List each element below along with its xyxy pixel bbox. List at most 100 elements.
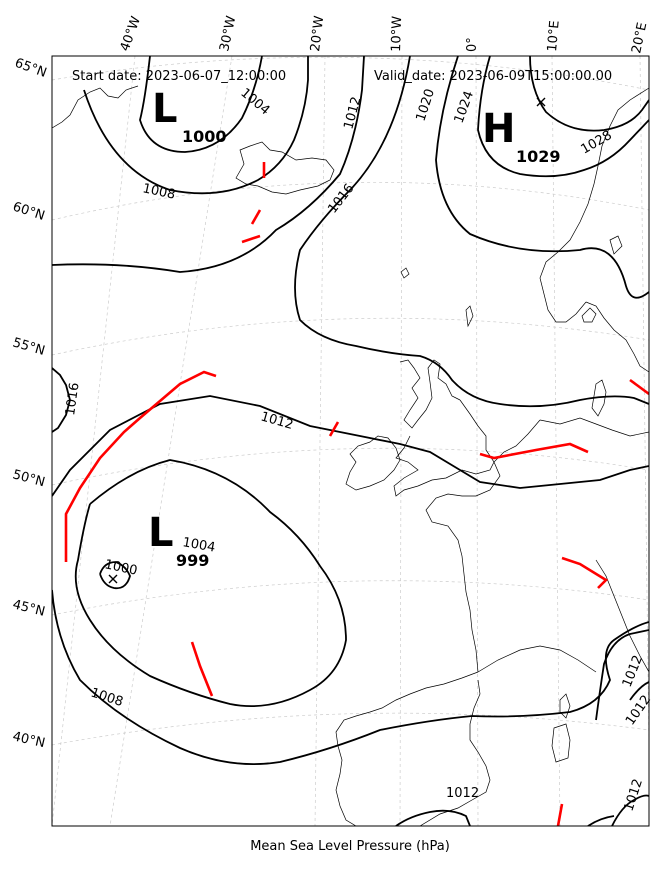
parallel-55n bbox=[52, 317, 649, 356]
lat-label-55n: 55°N bbox=[11, 335, 47, 358]
valid-date-label: Valid_date: 2023-06-09T15:00:00.00 bbox=[374, 69, 612, 84]
faroe bbox=[400, 267, 410, 279]
lon-label-20w: 20°W bbox=[308, 15, 327, 53]
lat-label-50n: 50°N bbox=[11, 467, 47, 490]
low-symbol-south: L bbox=[148, 510, 174, 556]
pressure-centers: L 1000 H 1029 L 999 bbox=[148, 86, 561, 570]
front-north-sea bbox=[479, 442, 589, 460]
iberia-coast bbox=[335, 671, 479, 826]
isobar-1012-se bbox=[629, 681, 649, 701]
meridian-20w bbox=[314, 56, 326, 826]
isobar-label: 1008 bbox=[89, 686, 125, 710]
isobar-1016-arc bbox=[294, 56, 649, 408]
england-coast bbox=[393, 399, 495, 497]
meridian-10w bbox=[399, 56, 403, 826]
parallel-45n bbox=[52, 580, 649, 616]
front-iceland-3 bbox=[241, 234, 261, 244]
isobars bbox=[52, 56, 649, 826]
med-coast bbox=[477, 645, 597, 673]
germany-coast bbox=[539, 417, 649, 437]
lon-label-40w: 40°W bbox=[118, 14, 144, 53]
meridian-20e bbox=[639, 56, 649, 776]
center-markers bbox=[108, 97, 546, 584]
fronts bbox=[64, 162, 649, 826]
isobar-label: 1000 bbox=[103, 557, 138, 579]
isobar-1012-mid bbox=[52, 395, 649, 497]
iberia-south bbox=[419, 679, 491, 826]
parallel-60n bbox=[52, 182, 649, 221]
isobar-label: 1012 bbox=[622, 777, 646, 813]
isobar-label: 1004 bbox=[181, 535, 216, 556]
isobar-labels: 1004 1008 1012 1016 1020 1024 1028 1000 … bbox=[63, 86, 654, 814]
isobar-1004-low bbox=[74, 459, 347, 707]
meridian-0 bbox=[475, 56, 479, 826]
greenland-coast bbox=[52, 85, 139, 129]
front-uk bbox=[328, 421, 340, 437]
front-alps bbox=[561, 556, 609, 589]
isobar-1000-low bbox=[99, 561, 131, 590]
graticule bbox=[52, 56, 649, 826]
map-frame bbox=[51, 55, 650, 827]
norway-coast bbox=[539, 87, 649, 323]
sardinia bbox=[551, 723, 571, 763]
shetland bbox=[465, 305, 474, 328]
parallel-50n bbox=[52, 447, 649, 486]
lat-label-65n: 65°N bbox=[13, 56, 49, 81]
isobar-1008-south bbox=[52, 589, 649, 766]
high-symbol: H bbox=[482, 106, 515, 152]
lat-label-40n: 40°N bbox=[11, 729, 46, 751]
meridian-10e bbox=[551, 56, 561, 826]
longitude-labels: 40°W 30°W 20°W 10°W 0° 10°E 20°E bbox=[118, 14, 651, 54]
front-med bbox=[556, 803, 564, 826]
lat-label-45n: 45°N bbox=[11, 597, 46, 619]
low-center-cross-icon bbox=[108, 574, 118, 584]
isobar-label: 1004 bbox=[237, 86, 272, 119]
front-iceland-2 bbox=[250, 209, 262, 225]
isobar-label: 1028 bbox=[579, 128, 615, 158]
isobar-label: 1008 bbox=[141, 181, 176, 203]
netherlands-coast bbox=[493, 419, 541, 463]
parallel-40n bbox=[52, 712, 649, 746]
coastlines bbox=[52, 85, 649, 826]
ireland-coast bbox=[345, 435, 401, 491]
meridian-30w bbox=[109, 56, 233, 826]
isobar-1028-high bbox=[529, 56, 649, 132]
meridian-40w bbox=[52, 56, 136, 826]
isobar-1012-south-bottom bbox=[395, 809, 471, 826]
isobar-1012-se-bottom bbox=[611, 794, 649, 826]
sweden-coast bbox=[585, 301, 649, 373]
high-value: 1029 bbox=[516, 147, 561, 166]
low-symbol-north: L bbox=[152, 86, 178, 132]
front-atlantic-main bbox=[64, 370, 217, 562]
isobar-1024-high bbox=[477, 56, 649, 178]
lon-label-0: 0° bbox=[465, 37, 480, 52]
lake-vanern bbox=[581, 307, 597, 323]
corsica bbox=[559, 693, 571, 719]
iceland-coast bbox=[235, 141, 335, 195]
isobar-1004-north-low bbox=[139, 56, 263, 153]
parallel-65n bbox=[52, 56, 649, 91]
isobar-1012-north bbox=[52, 56, 365, 273]
map-caption: Mean Sea Level Pressure (hPa) bbox=[250, 839, 450, 854]
start-date-label: Start date: 2023-06-07_12:00:00 bbox=[72, 69, 286, 84]
isobar-label: 1012 bbox=[341, 95, 364, 131]
scotland-coast bbox=[399, 359, 461, 429]
isobar-label: 1012 bbox=[623, 693, 654, 729]
isobar-1012-east bbox=[595, 629, 649, 721]
lon-label-10w: 10°W bbox=[389, 16, 405, 53]
isobar-label: 1012 bbox=[259, 409, 295, 433]
isobar-1012-far-se bbox=[587, 815, 615, 826]
front-biscay bbox=[190, 641, 214, 697]
lon-label-30w: 30°W bbox=[217, 14, 239, 52]
low-value-south: 999 bbox=[176, 551, 209, 570]
lon-label-20e: 20°E bbox=[629, 21, 650, 55]
isobar-label: 1020 bbox=[414, 87, 438, 123]
isobar-1008-north bbox=[83, 56, 309, 195]
isobar-1016-main bbox=[52, 367, 71, 433]
lon-label-10e: 10°E bbox=[545, 20, 563, 52]
isobar-label: 1012 bbox=[620, 653, 646, 689]
lat-label-60n: 60°N bbox=[11, 200, 47, 224]
isobar-label: 1016 bbox=[63, 382, 82, 417]
isobar-label: 1024 bbox=[452, 89, 477, 125]
